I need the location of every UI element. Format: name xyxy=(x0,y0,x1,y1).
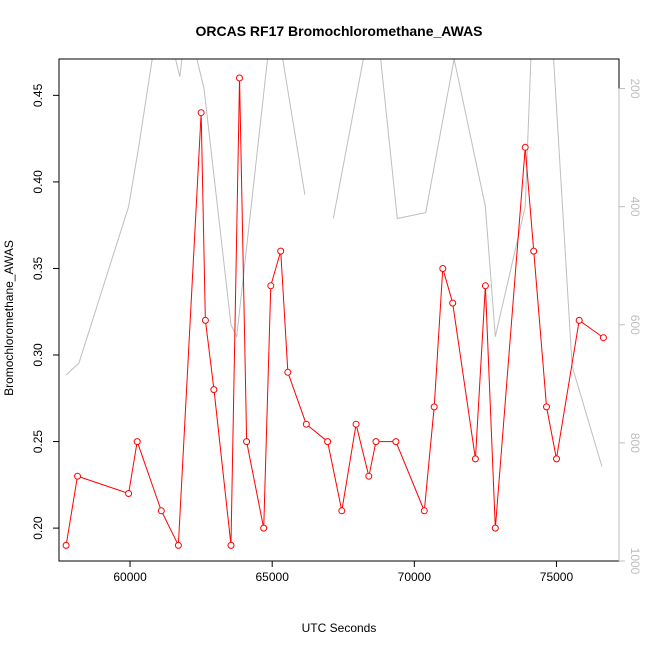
data-point xyxy=(62,541,70,549)
primary-series-segment xyxy=(327,444,342,509)
primary-series-segment xyxy=(246,444,264,526)
data-point xyxy=(430,403,438,411)
x-tick-label: 75000 xyxy=(540,570,574,584)
primary-series-segment xyxy=(369,444,376,474)
data-point xyxy=(491,524,499,532)
primary-series-segment xyxy=(137,444,161,509)
data-point xyxy=(420,507,428,515)
data-point xyxy=(260,524,268,532)
primary-series-segment xyxy=(66,479,78,543)
data-point xyxy=(227,541,235,549)
data-point xyxy=(352,420,360,428)
primary-series-segment xyxy=(433,271,444,404)
secondary-y-axis: 200 400 600 800 1000 xyxy=(618,78,642,575)
y2-tick-label: 1000 xyxy=(628,548,642,575)
data-point xyxy=(197,109,205,117)
primary-series-segment xyxy=(356,427,369,474)
data-point xyxy=(125,490,133,497)
primary-series-segment xyxy=(288,374,306,422)
y-tick-label: 0.30 xyxy=(31,343,45,367)
primary-series-segment xyxy=(424,409,435,508)
y-axis-label: Bromochloromethane_AWAS xyxy=(2,240,16,396)
x-tick-label: 65000 xyxy=(256,570,290,584)
data-point xyxy=(243,438,251,446)
data-point xyxy=(210,386,218,394)
data-point xyxy=(74,472,81,480)
data-point xyxy=(372,438,380,446)
data-point xyxy=(324,438,332,446)
data-point xyxy=(174,541,182,549)
data-point xyxy=(449,299,457,307)
primary-series-line xyxy=(66,80,602,543)
data-point xyxy=(471,455,479,463)
primary-series-segment xyxy=(263,288,272,526)
y-axis: 0.20 0.25 0.30 0.35 0.40 0.45 xyxy=(31,83,60,540)
primary-series-segment xyxy=(162,513,178,543)
data-point xyxy=(439,265,447,272)
chart-title: ORCAS RF17 Bromochloromethane_AWAS xyxy=(195,23,482,39)
primary-series-segment xyxy=(396,444,424,509)
data-point xyxy=(599,334,607,342)
primary-series-segment xyxy=(308,425,326,441)
y2-tick-label: 800 xyxy=(628,433,642,453)
y2-tick-label: 400 xyxy=(628,197,642,217)
x-axis-label: UTC Seconds xyxy=(302,621,377,635)
y-tick-label: 0.35 xyxy=(31,256,45,280)
secondary-series-line xyxy=(65,59,603,467)
data-point xyxy=(277,247,285,255)
primary-series-segment xyxy=(178,115,202,543)
data-point xyxy=(481,282,489,290)
primary-series-segment xyxy=(80,476,126,493)
data-point xyxy=(530,247,538,255)
y2-tick-label: 600 xyxy=(628,315,642,335)
primary-series-segment xyxy=(271,253,281,284)
primary-series-segment xyxy=(205,323,215,387)
primary-series-segment xyxy=(452,305,476,456)
primary-series-segment xyxy=(485,288,496,526)
data-point xyxy=(553,455,560,463)
y-tick-label: 0.20 xyxy=(31,516,45,540)
y2-tick-label: 200 xyxy=(628,78,642,98)
primary-series-segment xyxy=(475,288,486,456)
primary-series-segment xyxy=(524,150,534,249)
y-tick-label: 0.45 xyxy=(31,83,45,107)
primary-series-segment xyxy=(128,444,138,491)
y-tick-label: 0.25 xyxy=(31,430,45,454)
primary-series-segment xyxy=(341,427,357,508)
x-axis: 60000 65000 70000 75000 xyxy=(113,560,574,584)
data-point xyxy=(302,420,310,428)
data-point xyxy=(521,143,529,151)
x-tick-label: 70000 xyxy=(398,570,432,584)
data-point xyxy=(543,403,550,411)
data-point xyxy=(267,282,275,290)
data-point xyxy=(284,368,292,376)
primary-series-segment xyxy=(581,321,602,337)
data-point xyxy=(201,316,209,324)
primary-series-segment xyxy=(230,80,240,543)
primary-series-segment xyxy=(533,254,547,404)
primary-series-segment xyxy=(213,392,232,543)
secondary-series-segment xyxy=(332,59,603,467)
data-point xyxy=(157,507,165,515)
primary-series-segment xyxy=(495,150,526,526)
x-tick-label: 60000 xyxy=(113,570,147,584)
primary-series-segment xyxy=(239,80,248,439)
data-point xyxy=(575,316,583,324)
primary-series-segment xyxy=(546,409,557,456)
data-point xyxy=(365,472,373,480)
data-point xyxy=(236,74,243,82)
primary-series-segment xyxy=(280,254,289,370)
plot-frame xyxy=(58,58,620,562)
primary-series-segment xyxy=(200,115,206,318)
primary-series-segment xyxy=(443,271,453,301)
data-point xyxy=(133,438,141,446)
primary-series-points xyxy=(62,74,607,549)
data-point xyxy=(392,438,400,446)
secondary-series-segment xyxy=(65,59,306,376)
data-point xyxy=(338,507,346,515)
primary-series-segment xyxy=(556,323,580,456)
y-tick-label: 0.40 xyxy=(31,170,45,194)
